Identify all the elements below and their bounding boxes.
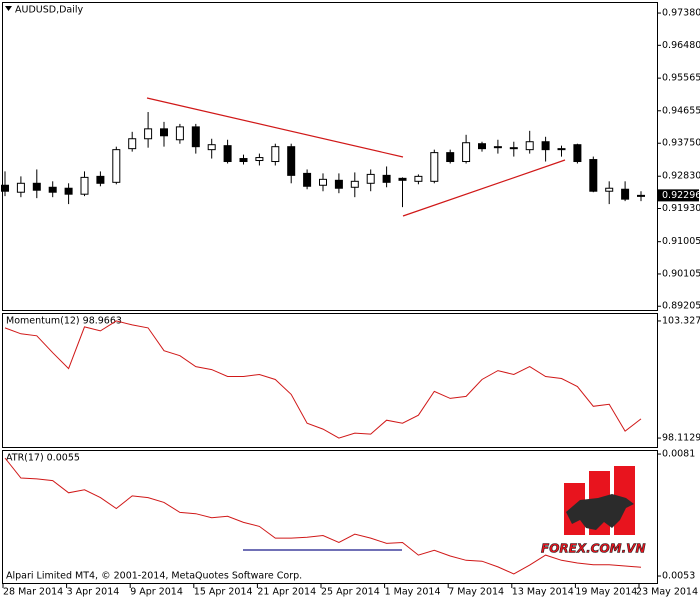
candle-body — [525, 141, 534, 151]
candle-body — [96, 175, 105, 184]
candle-body — [509, 147, 518, 150]
x-tick-label: 19 May 2014 — [575, 587, 637, 598]
candle-body — [605, 187, 614, 192]
copyright: Alpari Limited MT4, © 2001-2014, MetaQuo… — [6, 571, 302, 582]
candle-body — [175, 126, 184, 141]
candle-body — [446, 152, 455, 163]
x-tick-label: 25 Apr 2014 — [321, 587, 380, 598]
indicator-line — [4, 320, 642, 439]
y-tick-label: 0.0081 — [662, 449, 695, 460]
y-tick-label: 0.97380 — [662, 8, 700, 19]
x-tick-label: 9 Apr 2014 — [130, 587, 183, 598]
candle-body — [191, 126, 200, 148]
candle-body — [462, 142, 471, 163]
candle-body — [478, 143, 486, 150]
candle-body — [64, 187, 73, 195]
candle-body — [621, 188, 630, 200]
y-tick-label: 0.0053 — [662, 571, 695, 582]
logo-bull — [566, 494, 634, 530]
candle-body — [112, 149, 121, 183]
main-panel — [2, 2, 658, 311]
y-tick-label: 0.89205 — [662, 301, 700, 312]
x-tick-label: 23 May 2014 — [636, 587, 698, 598]
candle-body — [128, 138, 137, 150]
candle-body — [334, 179, 343, 189]
candle-body — [48, 186, 57, 193]
indicator-line — [4, 457, 642, 575]
watermark-logo — [564, 466, 635, 535]
candle-body — [1, 184, 9, 192]
candle-body — [287, 146, 296, 176]
current-price-box — [657, 189, 699, 202]
candle-body — [637, 194, 645, 197]
x-tick-label: 3 Apr 2014 — [67, 587, 120, 598]
candle-body — [160, 128, 168, 137]
x-tick-label: 1 May 2014 — [385, 587, 441, 598]
candle-body — [255, 157, 264, 162]
atr-panel — [2, 450, 658, 584]
candle-body — [350, 180, 359, 188]
candle-body — [271, 146, 280, 163]
indicator-title: ATR(17) 0.0055 — [6, 453, 80, 464]
y-tick-label: 0.93750 — [662, 138, 700, 149]
y-tick-label: 0.91930 — [662, 203, 700, 214]
x-tick-label: 7 May 2014 — [448, 587, 504, 598]
candle-body — [557, 148, 566, 151]
candle-body — [382, 174, 391, 183]
candle-body — [319, 178, 327, 186]
x-tick-label: 28 Mar 2014 — [3, 587, 63, 598]
candle-body — [366, 173, 375, 184]
candle-body — [493, 146, 502, 149]
candle-body — [573, 144, 582, 163]
candle-body — [414, 175, 423, 182]
x-tick-label: 21 Apr 2014 — [257, 587, 316, 598]
y-tick-label: 0.96480 — [662, 40, 700, 51]
y-tick-label: 0.94655 — [662, 105, 700, 116]
current-price-label: 0.92296 — [662, 190, 700, 201]
y-tick-label: 103.3277 — [662, 315, 700, 326]
candle-body — [541, 141, 550, 151]
candle-body — [223, 145, 232, 163]
y-tick-label: 0.90105 — [662, 268, 700, 279]
candle-body — [144, 128, 153, 140]
candle-body — [398, 177, 407, 181]
candle-body — [303, 172, 312, 187]
trend-line — [146, 97, 404, 158]
indicator-title: Momentum(12) 98.9663 — [6, 316, 122, 327]
chart-title: AUDUSD,Daily — [15, 5, 84, 16]
y-tick-label: 98.1129 — [662, 433, 700, 444]
candle-body — [80, 176, 89, 195]
y-tick-label: 0.95565 — [662, 73, 700, 84]
momentum-panel — [2, 313, 658, 448]
candle-body — [589, 159, 598, 192]
x-tick-label: 15 Apr 2014 — [194, 587, 253, 598]
y-tick-label: 0.91005 — [662, 236, 700, 247]
y-tick-label: 0.92830 — [662, 171, 700, 182]
watermark-text: FOREX.COM.VN — [541, 542, 645, 556]
candle-body — [239, 158, 248, 163]
x-tick-label: 13 May 2014 — [512, 587, 574, 598]
candle-body — [207, 144, 216, 151]
candle-body — [32, 182, 41, 191]
candle-body — [16, 182, 25, 193]
title-icon — [5, 6, 12, 11]
trend-line — [402, 159, 566, 217]
candle-body — [430, 152, 439, 182]
